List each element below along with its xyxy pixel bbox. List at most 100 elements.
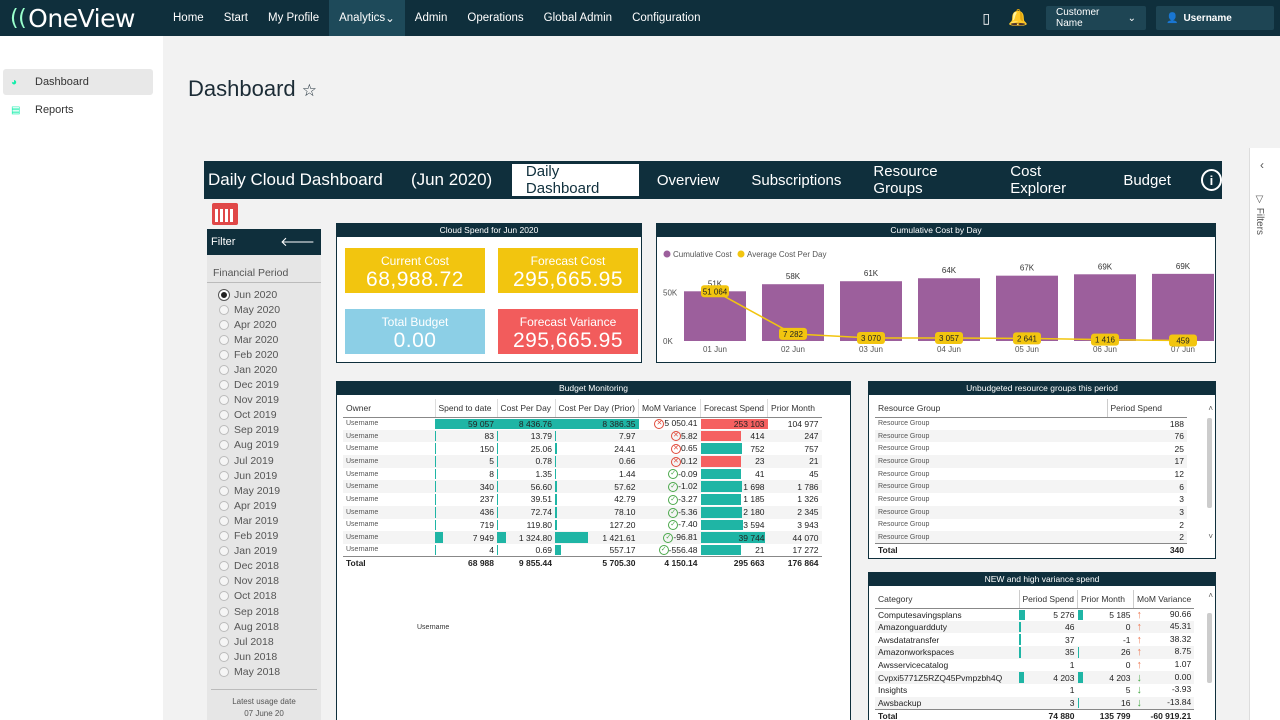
period-option[interactable]: Apr 2019 — [207, 498, 321, 513]
cumulative-bar[interactable] — [684, 291, 746, 341]
radio-button[interactable] — [219, 470, 229, 481]
period-option[interactable]: Dec 2018 — [207, 559, 321, 574]
scrollbar[interactable] — [1207, 418, 1212, 508]
customer-dropdown[interactable]: Customer Name ⌄ — [1046, 6, 1146, 30]
table-row[interactable]: Username 150 25.06 24.41 ✕ 0.65 752 757 — [346, 443, 819, 455]
tab-subscriptions[interactable]: Subscriptions — [751, 171, 842, 189]
period-option[interactable]: Sep 2019 — [207, 423, 321, 438]
period-option[interactable]: Feb 2019 — [207, 529, 321, 544]
table-row[interactable]: Username 8 1.35 1.44 ✓ -0.09 41 45 — [346, 468, 819, 480]
table-row[interactable]: Resource Group 3 — [878, 494, 1184, 505]
mobile-icon[interactable]: ▯ — [982, 9, 991, 26]
column-header[interactable]: MoM Variance — [1133, 590, 1195, 609]
period-option[interactable]: Mar 2020 — [207, 332, 321, 347]
bell-icon[interactable]: 🔔 — [1008, 10, 1028, 27]
table-row[interactable]: Username 5 0.78 0.66 ✕ 0.12 23 21 — [343, 455, 822, 468]
period-option[interactable]: Oct 2018 — [207, 589, 321, 604]
column-header[interactable]: Category — [875, 590, 1019, 609]
nav-configuration[interactable]: Configuration — [632, 12, 701, 24]
table-row[interactable]: Resource Group 12 — [878, 469, 1184, 480]
star-icon[interactable]: ☆ — [301, 81, 318, 100]
column-header[interactable]: Cost Per Day — [496, 399, 555, 418]
radio-button[interactable] — [219, 289, 229, 300]
radio-button[interactable] — [219, 485, 229, 496]
table-row[interactable]: Username 719 119.80 127.20 ✓ -7.40 3 594 3 943 — [346, 519, 819, 531]
nav-my-profile[interactable]: My Profile — [267, 12, 320, 24]
column-header[interactable]: Prior Month — [1077, 590, 1134, 609]
radio-button[interactable] — [219, 425, 229, 436]
table-row[interactable]: Awsdatatransfer 37 -1 ↑ 38.32 — [878, 633, 1192, 646]
radio-button[interactable] — [219, 561, 229, 572]
radio-button[interactable] — [219, 365, 229, 376]
table-row[interactable]: Awsbackup 3 16 ↓ -13.84 — [875, 696, 1195, 710]
scroll-up-icon[interactable]: ˄ — [1208, 404, 1213, 413]
period-option[interactable]: Nov 2018 — [207, 574, 321, 589]
table-row[interactable]: Username 7 949 1 324.80 1 421.61 ✓ -96.81 39 7… — [343, 531, 822, 544]
period-option[interactable]: Jun 2020 — [207, 287, 321, 302]
period-option[interactable]: Jan 2020 — [207, 362, 321, 377]
radio-button[interactable] — [219, 666, 229, 677]
info-icon[interactable]: i — [1200, 169, 1222, 191]
period-option[interactable]: May 2020 — [207, 302, 321, 317]
radio-button[interactable] — [219, 531, 229, 542]
radio-button[interactable] — [219, 651, 229, 662]
period-option[interactable]: Oct 2019 — [207, 408, 321, 423]
table-row[interactable]: Username 59 057 8 436.76 8 386.35 ✕ 5 050.41 2… — [346, 418, 819, 429]
radio-button[interactable] — [219, 500, 229, 511]
calendar-icon[interactable] — [212, 203, 238, 225]
sidebar-item-dashboard[interactable]: ◕ Dashboard — [3, 69, 153, 95]
radio-button[interactable] — [219, 395, 229, 406]
radio-button[interactable] — [219, 334, 229, 345]
table-row[interactable]: Username 340 56.60 57.62 ✓ -1.02 1 698 1 786 — [343, 480, 822, 494]
period-option[interactable]: Aug 2019 — [207, 438, 321, 453]
nav-home[interactable]: Home — [173, 12, 204, 24]
table-row[interactable]: Username 83 13.79 7.97 ✕ 5.82 414 247 — [343, 429, 822, 443]
arrow-left-icon[interactable]: 🡐 — [280, 234, 315, 249]
period-option[interactable]: Jul 2019 — [207, 453, 321, 468]
period-option[interactable]: Dec 2019 — [207, 378, 321, 393]
table-row[interactable]: Resource Group 2 — [875, 531, 1187, 544]
nav-global-admin[interactable]: Global Admin — [543, 12, 613, 24]
tab-cost-explorer[interactable]: Cost Explorer — [1010, 163, 1067, 197]
radio-button[interactable] — [219, 410, 229, 421]
tab-budget[interactable]: Budget — [1123, 171, 1171, 189]
radio-button[interactable] — [219, 606, 229, 617]
table-row[interactable]: Resource Group 76 — [875, 429, 1187, 443]
radio-button[interactable] — [219, 546, 229, 557]
tab-resource-groups[interactable]: Resource Groups — [873, 163, 938, 197]
period-option[interactable]: Mar 2019 — [207, 513, 321, 528]
column-header[interactable]: Prior Month — [767, 399, 822, 418]
column-header[interactable]: Forecast Spend — [700, 399, 768, 418]
filters-pane[interactable]: ‹ ▽ Filters — [1249, 148, 1280, 720]
period-option[interactable]: Apr 2020 — [207, 317, 321, 332]
table-row[interactable]: Cvpxi5771Z5RZQ45Pvmpzbh4Q 4 203 4 203 ↓ 0.00 — [875, 671, 1195, 685]
period-option[interactable]: Jun 2018 — [207, 649, 321, 664]
period-option[interactable]: Jun 2019 — [207, 468, 321, 483]
chevron-left-icon[interactable]: ‹ — [1260, 158, 1264, 172]
nav-analytics[interactable]: Analytics ⌄ — [329, 0, 405, 36]
tab-daily-dashboard[interactable]: Daily Dashboard — [511, 163, 639, 197]
scroll-down-icon[interactable]: ˅ — [1208, 532, 1213, 541]
nav-operations[interactable]: Operations — [467, 12, 524, 24]
cumulative-bar[interactable] — [996, 275, 1058, 341]
period-option[interactable]: Sep 2018 — [207, 604, 321, 619]
radio-button[interactable] — [219, 636, 229, 647]
table-row[interactable]: Resource Group 3 — [875, 505, 1187, 519]
cumulative-bar[interactable] — [1152, 273, 1214, 341]
radio-button[interactable] — [219, 440, 229, 451]
table-row[interactable]: Username 237 39.51 42.79 ✓ -3.27 1 185 1 326 — [346, 494, 819, 505]
radio-button[interactable] — [219, 591, 229, 602]
table-row[interactable]: Computesavingsplans 5 276 5 185 ↑ 90.66 — [878, 608, 1192, 621]
column-header[interactable]: Period Spend — [1018, 590, 1078, 609]
column-header[interactable]: Spend to date — [434, 399, 497, 418]
column-header[interactable]: Resource Group — [875, 399, 1107, 418]
cumulative-bar[interactable] — [918, 278, 980, 341]
period-option[interactable]: Feb 2020 — [207, 347, 321, 362]
period-option[interactable]: May 2018 — [207, 664, 321, 679]
column-header[interactable]: Owner — [343, 399, 435, 418]
table-row[interactable]: Username 4 0.69 557.17 ✓ -556.48 21 17 272 — [346, 544, 819, 556]
table-row[interactable]: Resource Group 6 — [875, 480, 1187, 494]
radio-button[interactable] — [219, 380, 229, 391]
column-header[interactable]: MoM Variance — [638, 399, 701, 418]
radio-button[interactable] — [219, 621, 229, 632]
